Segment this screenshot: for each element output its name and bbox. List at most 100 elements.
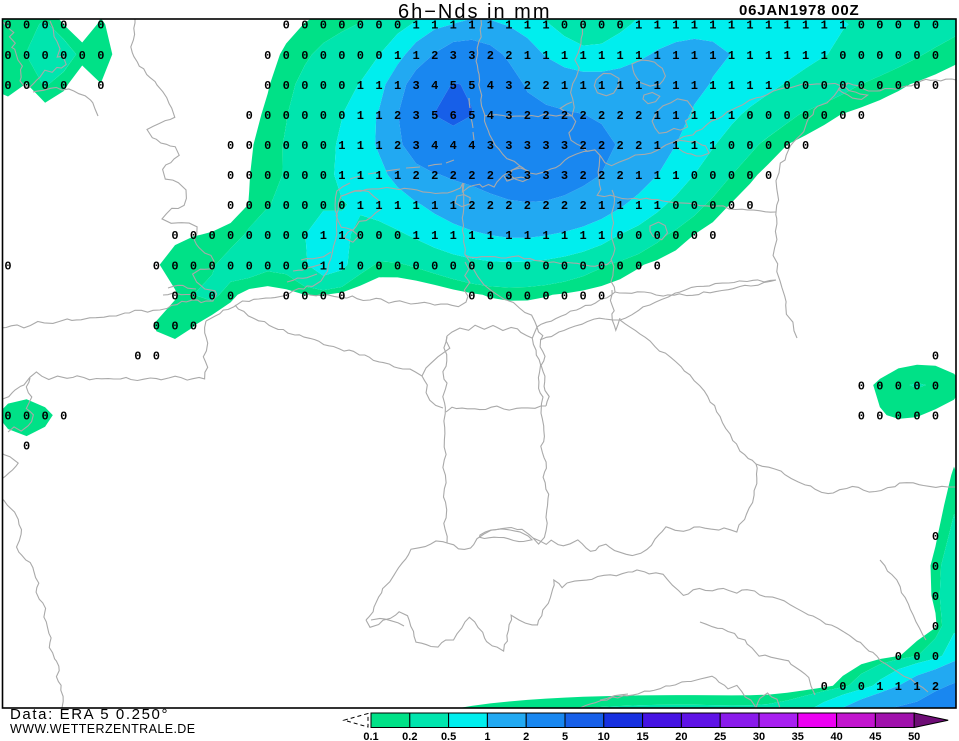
svg-text:2: 2 — [431, 169, 438, 183]
svg-text:0: 0 — [728, 139, 735, 153]
svg-text:0: 0 — [932, 410, 939, 424]
svg-text:0: 0 — [932, 380, 939, 394]
svg-text:1: 1 — [635, 19, 642, 33]
svg-text:1: 1 — [357, 199, 364, 213]
svg-text:5: 5 — [468, 79, 475, 93]
svg-text:0: 0 — [320, 289, 327, 303]
svg-text:0: 0 — [190, 259, 197, 273]
svg-text:0: 0 — [246, 199, 253, 213]
svg-text:0: 0 — [654, 259, 661, 273]
svg-text:1: 1 — [821, 19, 828, 33]
svg-text:0: 0 — [301, 139, 308, 153]
svg-text:3: 3 — [487, 139, 494, 153]
svg-text:50: 50 — [908, 731, 920, 741]
svg-text:0: 0 — [765, 139, 772, 153]
svg-text:0: 0 — [79, 49, 86, 63]
svg-text:1: 1 — [598, 49, 605, 63]
svg-text:1: 1 — [709, 49, 716, 63]
svg-text:2: 2 — [523, 731, 529, 741]
svg-text:1: 1 — [542, 49, 549, 63]
svg-text:0: 0 — [876, 410, 883, 424]
svg-text:0: 0 — [895, 19, 902, 33]
svg-text:0: 0 — [746, 109, 753, 123]
svg-text:2: 2 — [616, 109, 623, 123]
svg-text:3: 3 — [524, 139, 531, 153]
svg-text:1: 1 — [783, 19, 790, 33]
svg-text:2: 2 — [524, 199, 531, 213]
svg-text:0: 0 — [23, 49, 30, 63]
svg-text:0: 0 — [450, 259, 457, 273]
svg-text:20: 20 — [675, 731, 687, 741]
svg-text:2: 2 — [579, 139, 586, 153]
svg-text:0: 0 — [932, 560, 939, 574]
svg-text:1: 1 — [839, 19, 846, 33]
svg-text:0: 0 — [895, 410, 902, 424]
svg-text:1: 1 — [375, 139, 382, 153]
svg-text:1: 1 — [450, 229, 457, 243]
svg-text:0: 0 — [171, 319, 178, 333]
svg-text:0: 0 — [227, 169, 234, 183]
svg-text:0: 0 — [487, 289, 494, 303]
svg-text:1: 1 — [728, 79, 735, 93]
svg-text:0: 0 — [4, 19, 11, 33]
svg-text:0: 0 — [246, 229, 253, 243]
svg-text:0: 0 — [171, 259, 178, 273]
svg-text:0: 0 — [765, 169, 772, 183]
svg-text:1: 1 — [672, 79, 679, 93]
svg-text:0: 0 — [691, 229, 698, 243]
svg-text:0: 0 — [932, 530, 939, 544]
svg-text:0: 0 — [598, 259, 605, 273]
svg-text:0: 0 — [301, 199, 308, 213]
svg-text:0: 0 — [60, 19, 67, 33]
svg-text:0: 0 — [913, 49, 920, 63]
svg-text:0: 0 — [635, 229, 642, 243]
svg-text:1: 1 — [524, 19, 531, 33]
svg-text:2: 2 — [487, 49, 494, 63]
svg-text:1: 1 — [394, 169, 401, 183]
svg-text:0.2: 0.2 — [402, 731, 417, 741]
svg-text:0: 0 — [579, 289, 586, 303]
svg-text:0: 0 — [283, 289, 290, 303]
svg-text:0: 0 — [283, 199, 290, 213]
svg-text:2: 2 — [524, 79, 531, 93]
svg-text:0: 0 — [598, 289, 605, 303]
svg-text:0: 0 — [932, 590, 939, 604]
svg-text:0: 0 — [208, 289, 215, 303]
svg-text:0: 0 — [320, 109, 327, 123]
svg-text:0: 0 — [171, 229, 178, 243]
svg-text:0: 0 — [41, 19, 48, 33]
svg-text:0: 0 — [357, 229, 364, 243]
svg-text:2: 2 — [431, 49, 438, 63]
svg-text:5: 5 — [468, 109, 475, 123]
svg-text:0: 0 — [301, 109, 308, 123]
svg-text:1: 1 — [375, 79, 382, 93]
svg-text:0: 0 — [301, 229, 308, 243]
svg-text:0: 0 — [23, 440, 30, 454]
svg-text:0.5: 0.5 — [441, 731, 456, 741]
svg-text:3: 3 — [542, 139, 549, 153]
svg-text:0: 0 — [839, 79, 846, 93]
svg-text:0: 0 — [264, 79, 271, 93]
svg-text:2: 2 — [616, 139, 623, 153]
svg-text:2: 2 — [505, 199, 512, 213]
svg-text:0: 0 — [301, 169, 308, 183]
svg-text:4: 4 — [431, 139, 438, 153]
svg-text:0: 0 — [691, 199, 698, 213]
svg-text:1: 1 — [728, 109, 735, 123]
svg-text:2: 2 — [412, 169, 419, 183]
svg-text:0: 0 — [97, 79, 104, 93]
svg-text:0: 0 — [728, 199, 735, 213]
svg-text:0: 0 — [283, 19, 290, 33]
svg-text:1: 1 — [357, 109, 364, 123]
svg-text:0: 0 — [375, 229, 382, 243]
svg-text:0: 0 — [802, 79, 809, 93]
svg-text:1: 1 — [821, 49, 828, 63]
svg-text:3: 3 — [450, 49, 457, 63]
svg-text:4: 4 — [487, 79, 494, 93]
svg-text:0: 0 — [932, 350, 939, 364]
svg-text:1: 1 — [579, 79, 586, 93]
svg-text:30: 30 — [753, 731, 765, 741]
svg-text:1: 1 — [431, 19, 438, 33]
svg-text:0: 0 — [412, 259, 419, 273]
svg-text:1: 1 — [468, 229, 475, 243]
